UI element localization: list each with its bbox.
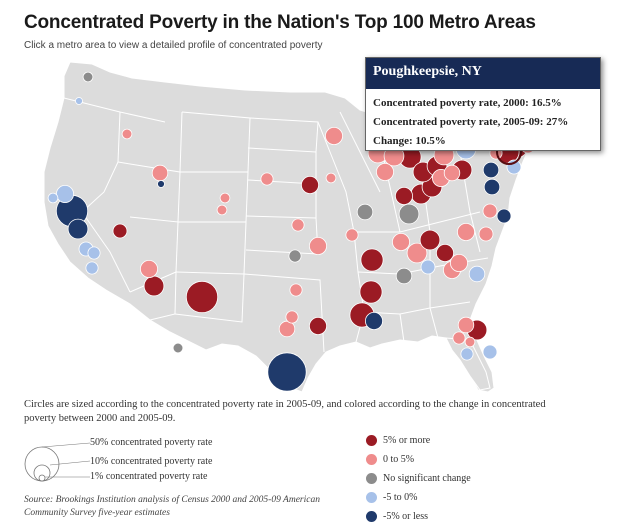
map-caption: Circles are sized according to the conce…: [24, 399, 546, 424]
legend-dot: [366, 435, 377, 446]
metro-circle[interactable]: [172, 342, 184, 354]
page-subtitle: Click a metro area to view a detailed pr…: [24, 40, 323, 51]
metro-circle[interactable]: [308, 316, 327, 335]
metro-circle[interactable]: [278, 320, 296, 338]
metro-circle[interactable]: [468, 265, 486, 283]
metro-circle[interactable]: [157, 180, 165, 188]
metro-circle[interactable]: [443, 164, 461, 182]
page-title: Concentrated Poverty in the Nation's Top…: [24, 12, 536, 33]
metro-circle[interactable]: [308, 236, 327, 255]
metro-circle[interactable]: [482, 344, 498, 360]
metro-circle[interactable]: [285, 310, 299, 324]
metro-circle[interactable]: [87, 246, 101, 260]
source-note: Source: Brookings Institution analysis o…: [24, 495, 320, 518]
metro-circle[interactable]: [288, 249, 302, 263]
metro-circle[interactable]: [219, 192, 231, 204]
metro-circle[interactable]: [394, 186, 413, 205]
size-legend-graphic: [24, 442, 91, 482]
metro-circle[interactable]: [267, 352, 307, 392]
legend-dot: [366, 492, 377, 503]
metro-circle[interactable]: [398, 203, 420, 225]
size-legend-circle-10: [33, 464, 51, 482]
tooltip-body: Concentrated poverty rate, 2000: 16.5% C…: [366, 89, 600, 151]
metro-circle[interactable]: [291, 218, 305, 232]
metro-circle[interactable]: [75, 97, 83, 105]
metro-circle[interactable]: [47, 192, 59, 204]
size-legend-label-50: 50% concentrated poverty rate: [90, 437, 213, 448]
tooltip-rate-2005: Concentrated poverty rate, 2005-09: 27%: [373, 116, 569, 128]
metro-circle[interactable]: [456, 222, 475, 241]
tooltip-rate-2000: Concentrated poverty rate, 2000: 16.5%: [373, 97, 562, 109]
metro-circle[interactable]: [482, 203, 498, 219]
legend-label: No significant change: [383, 473, 471, 484]
metro-circle[interactable]: [360, 248, 384, 272]
metro-circle[interactable]: [496, 208, 512, 224]
metro-circle[interactable]: [216, 204, 228, 216]
legend-label: 0 to 5%: [383, 454, 415, 465]
metro-circle[interactable]: [359, 280, 383, 304]
metro-circle[interactable]: [435, 243, 454, 262]
metro-circle[interactable]: [452, 331, 466, 345]
metro-circle[interactable]: [419, 229, 441, 251]
legend-label: -5% or less: [383, 511, 428, 522]
metro-circle[interactable]: [395, 267, 413, 285]
legend-dot: [366, 473, 377, 484]
metro-circle[interactable]: [82, 71, 94, 83]
metro-circle[interactable]: [482, 161, 500, 179]
tooltip-change: Change: 10.5%: [373, 135, 446, 147]
metro-circle[interactable]: [449, 253, 468, 272]
legend-dot: [366, 454, 377, 465]
metro-circle[interactable]: [464, 336, 476, 348]
size-legend-label-1: 1% concentrated poverty rate: [90, 471, 208, 482]
legend-label: 5% or more: [383, 435, 431, 446]
florida: [445, 337, 491, 391]
metro-circle[interactable]: [143, 275, 165, 297]
metro-circle[interactable]: [364, 311, 383, 330]
metro-circle[interactable]: [85, 261, 99, 275]
legend-label: -5 to 0%: [383, 492, 418, 503]
size-legend-circle-50: [24, 446, 60, 482]
metro-circle[interactable]: [151, 164, 169, 182]
metro-circle[interactable]: [300, 176, 319, 195]
metro-circle[interactable]: [391, 232, 410, 251]
metro-circle[interactable]: [420, 259, 436, 275]
metro-circle[interactable]: [139, 259, 158, 278]
legend-dot: [366, 511, 377, 522]
metro-circle[interactable]: [289, 283, 303, 297]
metro-circle[interactable]: [324, 127, 343, 146]
metro-circle[interactable]: [483, 178, 501, 196]
size-legend-circle-1: [38, 474, 46, 482]
metro-circle[interactable]: [260, 172, 274, 186]
metro-circle[interactable]: [478, 226, 494, 242]
metro-circle[interactable]: [121, 128, 133, 140]
metro-circle[interactable]: [460, 347, 474, 361]
tooltip-metro-name: Poughkeepsie, NY: [366, 58, 600, 89]
metro-circle[interactable]: [457, 316, 475, 334]
metro-tooltip: Poughkeepsie, NY Concentrated poverty ra…: [365, 57, 601, 151]
metro-circle[interactable]: [185, 280, 219, 314]
metro-circle[interactable]: [325, 172, 337, 184]
metro-circle[interactable]: [112, 223, 128, 239]
metro-circle[interactable]: [345, 228, 359, 242]
metro-circle[interactable]: [406, 242, 428, 264]
metro-circle[interactable]: [56, 184, 75, 203]
size-legend-label-10: 10% concentrated poverty rate: [90, 456, 213, 467]
metro-circle[interactable]: [356, 203, 374, 221]
metro-circle[interactable]: [67, 218, 89, 240]
metro-circle[interactable]: [375, 163, 394, 182]
